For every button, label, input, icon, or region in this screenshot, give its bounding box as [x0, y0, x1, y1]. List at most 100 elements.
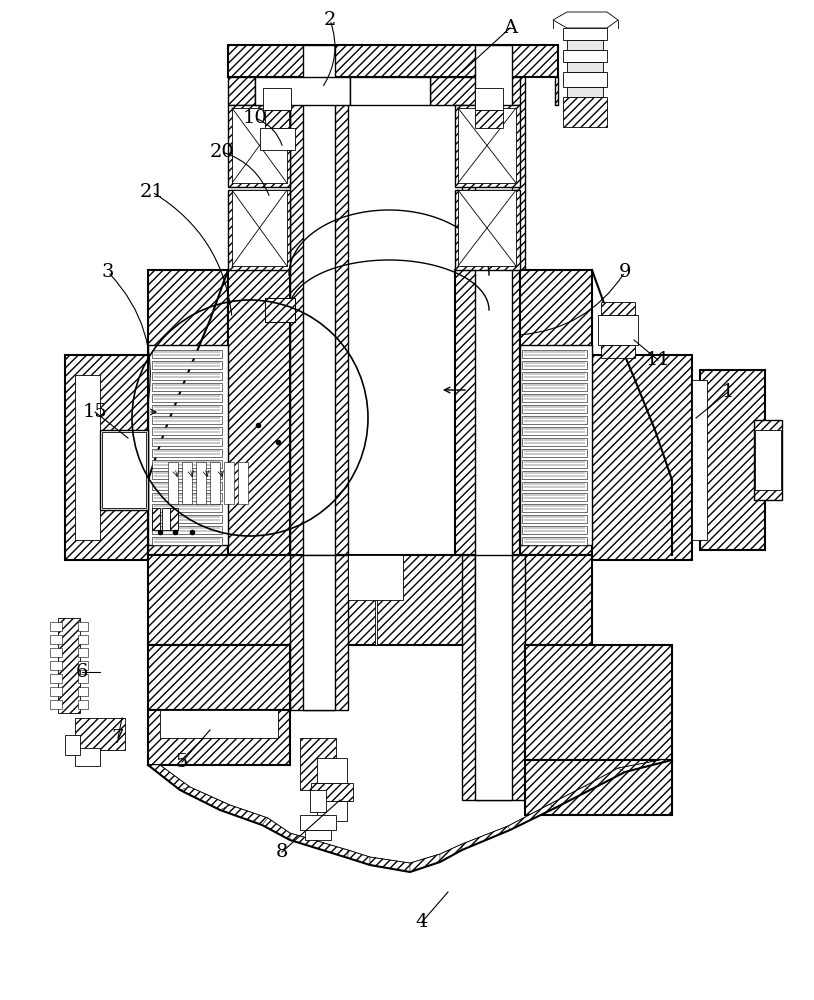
Bar: [152, 526, 222, 534]
Polygon shape: [220, 805, 268, 825]
Bar: [152, 394, 222, 402]
Bar: [522, 427, 587, 435]
Bar: [375, 600, 377, 645]
Bar: [210, 462, 220, 504]
Bar: [455, 190, 520, 270]
Bar: [303, 45, 335, 555]
Bar: [50, 635, 62, 644]
Bar: [182, 462, 192, 504]
Bar: [228, 190, 290, 270]
Bar: [152, 416, 222, 424]
Bar: [196, 462, 206, 504]
Bar: [522, 471, 587, 479]
Bar: [265, 298, 295, 322]
Bar: [700, 370, 765, 550]
Bar: [462, 555, 525, 800]
Bar: [522, 405, 587, 413]
Bar: [458, 190, 516, 266]
Bar: [78, 687, 88, 696]
Bar: [232, 190, 287, 266]
Bar: [152, 372, 222, 380]
Bar: [148, 345, 228, 545]
Bar: [50, 648, 62, 657]
Bar: [152, 493, 222, 501]
Bar: [430, 77, 520, 105]
Bar: [300, 815, 336, 830]
Bar: [152, 471, 222, 479]
Bar: [290, 555, 348, 710]
Polygon shape: [508, 804, 555, 830]
Bar: [522, 493, 587, 501]
Bar: [152, 405, 222, 413]
Text: 3: 3: [102, 263, 114, 281]
Bar: [455, 270, 520, 555]
Bar: [458, 108, 516, 183]
Bar: [475, 555, 512, 800]
Bar: [592, 355, 692, 560]
Bar: [152, 361, 222, 369]
Bar: [520, 270, 592, 555]
Bar: [50, 674, 62, 683]
Polygon shape: [462, 826, 510, 850]
Bar: [290, 45, 348, 555]
Bar: [462, 45, 525, 640]
Polygon shape: [348, 850, 370, 865]
Bar: [228, 77, 255, 105]
Bar: [522, 350, 587, 358]
Bar: [755, 430, 781, 490]
Bar: [317, 758, 347, 783]
Bar: [170, 508, 178, 530]
Bar: [522, 515, 587, 523]
Bar: [58, 618, 80, 713]
Bar: [75, 718, 125, 750]
Bar: [754, 420, 782, 500]
Bar: [563, 28, 607, 40]
Bar: [522, 504, 587, 512]
Polygon shape: [290, 833, 348, 858]
Text: 2: 2: [324, 11, 336, 29]
Bar: [522, 482, 587, 490]
Bar: [228, 45, 558, 77]
Bar: [160, 710, 278, 738]
Polygon shape: [618, 760, 672, 772]
Bar: [522, 372, 587, 380]
Bar: [78, 635, 88, 644]
Bar: [455, 105, 520, 187]
Bar: [348, 555, 403, 600]
Bar: [152, 515, 222, 523]
Bar: [148, 710, 290, 765]
Bar: [152, 537, 222, 545]
Bar: [265, 110, 289, 128]
Bar: [78, 622, 88, 631]
Bar: [78, 661, 88, 670]
Bar: [78, 700, 88, 709]
Bar: [300, 738, 336, 790]
Bar: [152, 504, 222, 512]
Polygon shape: [550, 786, 590, 808]
Bar: [263, 88, 291, 110]
Bar: [520, 345, 592, 545]
Bar: [260, 128, 295, 150]
Bar: [317, 801, 347, 821]
Bar: [475, 45, 512, 640]
Polygon shape: [585, 768, 625, 790]
Text: 4: 4: [416, 913, 428, 931]
Bar: [152, 482, 222, 490]
Bar: [522, 526, 587, 534]
Bar: [50, 687, 62, 696]
Bar: [567, 87, 603, 97]
Text: 11: 11: [646, 351, 671, 369]
Polygon shape: [262, 818, 290, 840]
Bar: [522, 537, 587, 545]
Bar: [522, 416, 587, 424]
Bar: [310, 790, 326, 812]
Bar: [305, 830, 331, 840]
Bar: [563, 72, 607, 87]
Text: 21: 21: [140, 183, 164, 201]
Bar: [75, 375, 100, 540]
Bar: [522, 361, 587, 369]
Text: 5: 5: [176, 753, 188, 771]
Bar: [265, 298, 295, 322]
Bar: [152, 427, 222, 435]
Bar: [148, 555, 592, 645]
